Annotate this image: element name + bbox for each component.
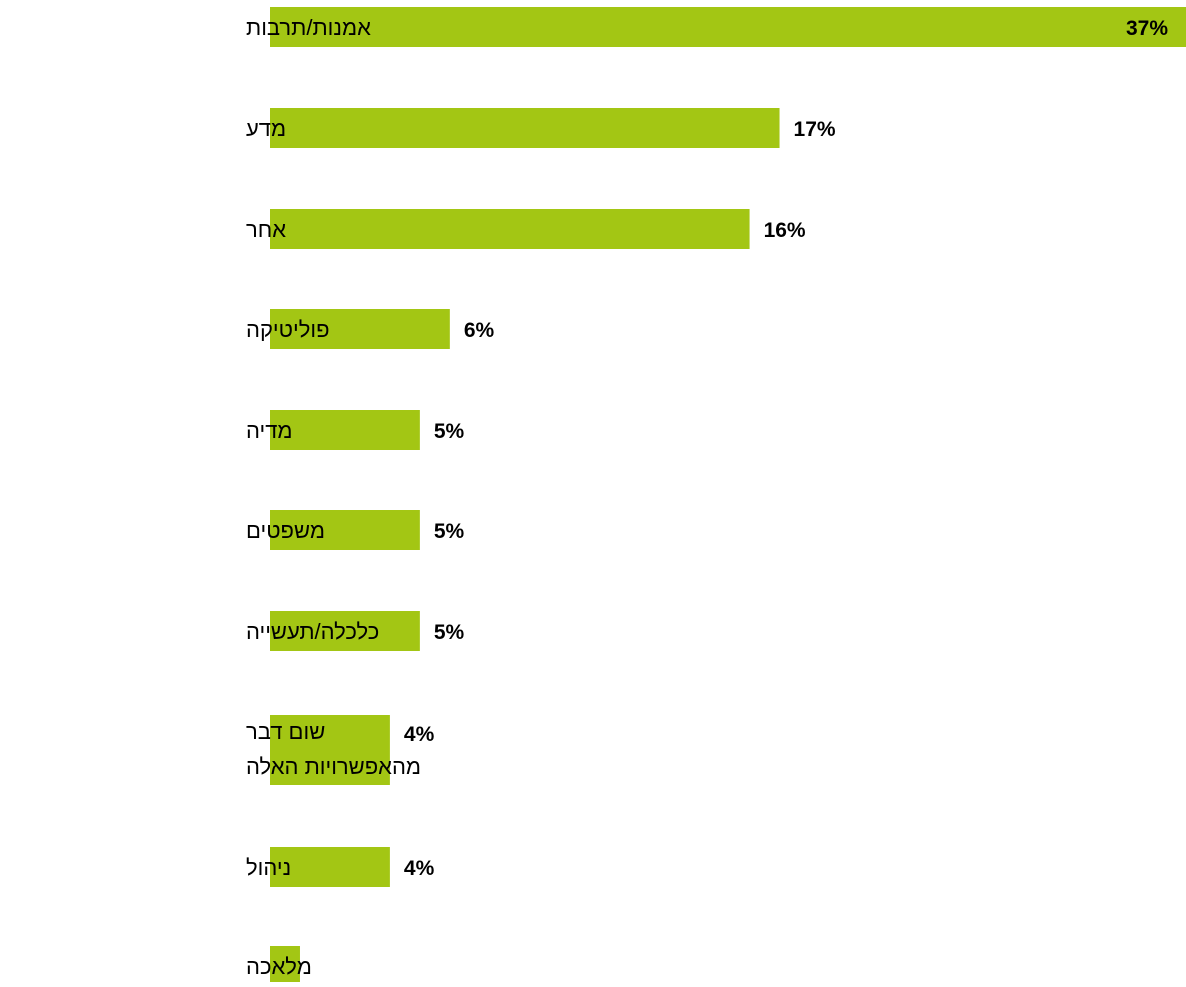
bar-3: [270, 209, 750, 249]
bar-9: [270, 847, 390, 887]
value-label-7: 5%: [434, 621, 465, 644]
bar-1: [270, 7, 1186, 47]
category-label-10: מלאכה: [246, 954, 312, 979]
value-label-9: 4%: [404, 857, 435, 880]
value-label-6: 5%: [434, 520, 465, 543]
labels-layer: אמנות/תרבות 37% מדע 17% אחר 16% פוליטיקה 6% מדיה…: [246, 15, 1168, 979]
value-label-1: 37%: [1126, 17, 1168, 40]
value-label-2: 17%: [794, 118, 836, 141]
category-label-6: משפטים: [246, 518, 325, 543]
bar-7: [270, 611, 420, 651]
bar-4: [270, 309, 450, 349]
bar-5: [270, 410, 420, 450]
category-label-1: אמנות/תרבות: [246, 15, 371, 40]
value-label-5: 5%: [434, 420, 465, 443]
category-label-4: פוליטיקה: [246, 317, 330, 342]
category-label-9: ניהול: [246, 855, 291, 880]
value-label-3: 16%: [764, 219, 806, 242]
bar-8: [270, 715, 390, 785]
category-label-2: מדע: [246, 116, 286, 141]
category-label-3: אחר: [246, 217, 286, 242]
category-label-8: שום דבר מהאפשרויות האלה: [246, 719, 421, 779]
value-label-4: 6%: [464, 319, 495, 342]
bar-2: [270, 108, 780, 148]
bars-layer: [270, 7, 1186, 986]
bar-6: [270, 510, 420, 550]
bar-10: [270, 946, 300, 986]
category-label-7: כלכלה/תעשייה: [246, 619, 379, 644]
category-label-5: מדיה: [246, 418, 293, 443]
value-label-8: 4%: [404, 723, 435, 746]
